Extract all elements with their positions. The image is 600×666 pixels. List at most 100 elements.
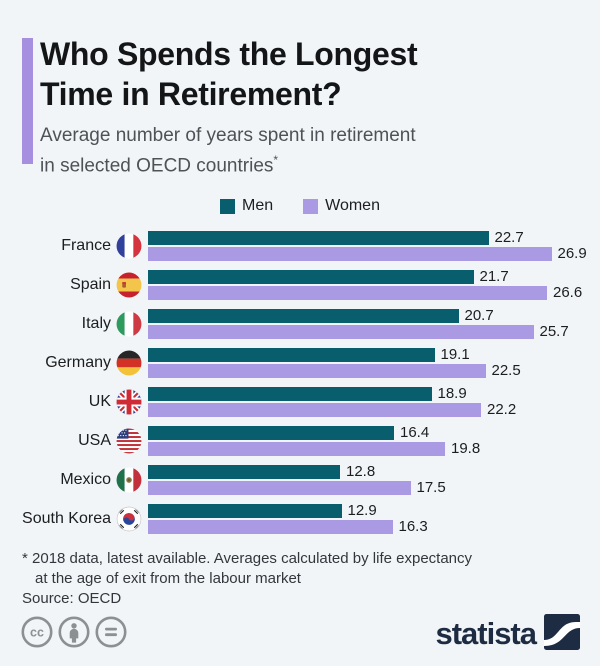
women-bar-line: 26.6 [148,284,600,302]
country-label: Spain [70,275,111,293]
cc-icon[interactable]: cc [20,615,54,654]
fr-flag-icon [116,233,142,259]
header: Who Spends the Longest Time in Retiremen… [0,0,600,178]
chart-rows: France 22.7 26.9 Spain 21.7 [0,226,600,538]
men-bar-line: 22.7 [148,229,600,247]
men-color-swatch [220,198,236,214]
women-bar-line: 19.8 [148,440,600,458]
country-cell: France [0,233,148,259]
chart-legend: Men Women [0,197,600,215]
table-row: France 22.7 26.9 [0,226,600,265]
mx-flag-icon [116,467,142,493]
women-bar [148,519,393,534]
footnote-line-2: at the age of exit from the labour marke… [35,570,301,588]
men-value: 20.7 [464,307,494,325]
table-row: Germany 19.1 22.5 [0,343,600,382]
country-label: France [61,236,111,254]
country-label: USA [78,431,111,449]
table-row: USA 16.4 19.8 [0,421,600,460]
women-bar-line: 26.9 [148,245,600,263]
country-label: Germany [45,353,111,371]
women-bar [148,285,547,300]
legend-item-men: Men [220,197,273,215]
bars-cell: 16.4 19.8 [148,425,600,458]
country-cell: Spain [0,272,148,298]
men-bar-line: 20.7 [148,307,600,325]
men-bar-line: 19.1 [148,346,600,364]
women-value: 19.8 [451,440,481,458]
men-bar-line: 21.7 [148,268,600,286]
subtitle-line-1: Average number of years spent in retirem… [40,125,416,146]
kr-flag-icon [116,506,142,532]
women-bar [148,441,445,456]
legend-label-men: Men [242,197,274,215]
country-label: Italy [81,314,111,332]
men-bar [148,230,489,245]
source-line: Source: OECD [22,590,122,608]
accent-bar [22,38,33,164]
country-cell: South Korea [0,506,148,532]
women-bar [148,363,486,378]
subtitle-line-2: in selected OECD countries [40,155,274,177]
legend-label-women: Women [325,197,380,215]
bars-cell: 19.1 22.5 [148,346,600,378]
country-cell: USA [0,428,148,454]
country-label: Mexico [60,470,111,488]
women-bar [148,402,481,417]
men-bar [148,464,340,479]
footer: cc statista [0,608,600,660]
creative-commons-license[interactable]: cc [20,615,128,654]
table-row: Italy 20.7 25.7 [0,304,600,343]
table-row: Spain 21.7 26.6 [0,265,600,304]
women-color-swatch [303,198,319,214]
men-value: 22.7 [494,229,524,247]
bars-cell: 12.8 17.5 [148,463,600,495]
chart-subtitle: Average number of years spent in retirem… [40,123,572,178]
table-row: Mexico 12.8 17.5 [0,460,600,499]
page-title: Who Spends the Longest Time in Retiremen… [40,34,572,114]
bars-cell: 12.9 16.3 [148,502,600,536]
women-bar [148,324,534,339]
men-value: 19.1 [440,346,470,364]
title-line-1: Who Spends the Longest [40,36,418,72]
country-cell: Mexico [0,467,148,493]
women-bar [148,246,552,261]
women-bar-line: 22.5 [148,363,600,378]
no-derivatives-icon[interactable] [94,615,128,654]
es-flag-icon [116,272,142,298]
women-value: 22.2 [487,401,517,419]
footnote-marker: * [273,153,279,167]
women-bar-line: 25.7 [148,323,600,341]
men-bar-line: 12.9 [148,502,600,520]
women-bar-line: 17.5 [148,480,600,495]
svg-text:cc: cc [30,625,44,639]
table-row: UK 18.9 22.2 [0,382,600,421]
country-cell: UK [0,389,148,415]
bars-cell: 22.7 26.9 [148,229,600,263]
men-bar [148,269,474,284]
de-flag-icon [116,350,142,376]
women-value: 26.6 [553,284,583,302]
bars-cell: 18.9 22.2 [148,386,600,419]
title-line-2: Time in Retirement? [40,76,342,112]
men-value: 12.9 [347,502,377,520]
attribution-icon[interactable] [57,615,91,654]
men-bar [148,308,459,323]
women-value: 25.7 [539,323,569,341]
men-bar-line: 18.9 [148,386,600,401]
footnote: * 2018 data, latest available. Averages … [22,549,600,609]
country-label: UK [88,392,111,410]
statista-logo[interactable]: statista [435,613,580,655]
statista-mark-icon [544,613,580,655]
women-value: 16.3 [398,518,428,536]
table-row: South Korea 12.9 16.3 [0,499,600,538]
country-cell: Germany [0,350,148,376]
uk-flag-icon [116,389,142,415]
us-flag-icon [116,428,142,454]
women-bar [148,480,411,495]
men-value: 12.8 [346,463,376,481]
statista-wordmark: statista [435,616,537,651]
women-value: 26.9 [557,245,587,263]
men-value: 21.7 [479,268,509,286]
